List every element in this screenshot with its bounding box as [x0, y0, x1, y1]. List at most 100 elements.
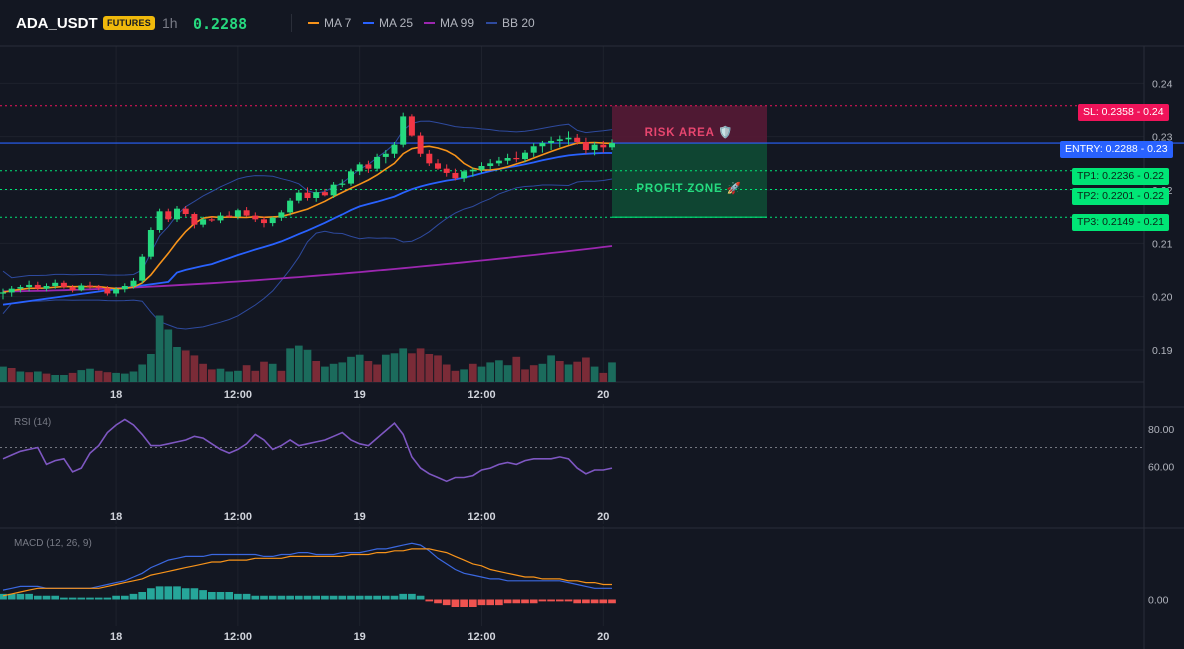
ma99-line	[3, 245, 613, 293]
volume-bar	[207, 369, 216, 382]
volume-bar	[216, 368, 225, 382]
candle-body	[382, 153, 389, 157]
candle-body	[174, 208, 180, 220]
volume-bar	[321, 366, 329, 382]
macd-histogram-bar	[42, 595, 51, 600]
candle-body	[348, 171, 354, 184]
legend-ma99[interactable]: MA 99	[424, 16, 474, 30]
last-price: 0.2288	[193, 15, 248, 33]
volume-bar	[173, 347, 181, 382]
candle-body	[330, 184, 337, 196]
candle-body	[400, 116, 407, 145]
trade-zones	[612, 105, 767, 218]
volume-bar	[86, 368, 94, 382]
candle-body	[217, 215, 224, 221]
entry-label-text: ENTRY: 0.2288	[1065, 143, 1138, 155]
axes-labels: 0.24 0.23 0.22 0.21 0.20 0.19 80.00 60.00 0.00 18…	[110, 78, 1174, 643]
macd-histogram-bar	[77, 597, 86, 600]
price-tick-label: 0.19	[1152, 345, 1173, 357]
volume-bar	[0, 366, 7, 382]
rsi-tick-label: 80.00	[1148, 424, 1174, 436]
candle-body	[304, 192, 311, 198]
volume-bar	[364, 361, 373, 382]
interval-selector[interactable]: 1h	[162, 15, 178, 31]
time-tick-label: 12:00	[467, 389, 495, 401]
candle-body	[556, 139, 563, 141]
volume-bar	[590, 366, 599, 382]
volume-bar	[286, 348, 294, 382]
tp3-price-label: TP3: 0.2149 - 0.21	[1072, 214, 1169, 231]
volume-bar	[573, 361, 582, 382]
macd-histogram-bar	[608, 599, 616, 604]
volume-bar	[260, 361, 268, 382]
time-tick-label: 12:00	[467, 631, 495, 643]
candle-body	[261, 219, 267, 224]
volume-bar	[460, 369, 468, 382]
macd-histogram-bar	[512, 599, 521, 604]
candle-body	[391, 144, 398, 154]
macd-histogram-bar	[416, 595, 425, 600]
volume-bar	[190, 355, 199, 382]
symbol-name[interactable]: ADA_USDT	[16, 15, 98, 32]
legend-ma7-swatch	[308, 22, 319, 24]
macd-histogram-bar	[112, 595, 120, 600]
legend-ma25-label: MA 25	[379, 16, 414, 30]
macd-histogram-bar	[0, 593, 7, 600]
candle-body	[269, 217, 276, 224]
volume-bar	[608, 362, 616, 382]
volume-bar	[155, 315, 164, 382]
time-tick-label: 20	[597, 389, 609, 401]
volume-bar	[495, 360, 503, 382]
macd-histogram-bar	[16, 593, 25, 600]
volume-bar	[225, 371, 234, 382]
macd-histogram-bar	[373, 595, 381, 600]
macd-histogram-bar	[381, 595, 390, 600]
candle-body	[487, 163, 494, 166]
candle-body	[574, 137, 581, 142]
entry-price-label: ENTRY: 0.2288 - 0.23	[1060, 141, 1173, 158]
candle-body	[234, 210, 241, 217]
entry-axis-text: 0.23	[1147, 143, 1168, 155]
legend-ma25[interactable]: MA 25	[363, 16, 413, 30]
candle-body	[452, 172, 459, 179]
header-divider	[291, 14, 292, 32]
macd-tick-label: 0.00	[1148, 595, 1169, 607]
volume-bar	[268, 363, 277, 382]
macd-histogram-bar	[207, 592, 216, 600]
macd-histogram-bar	[286, 595, 294, 600]
macd-histogram-bar	[425, 599, 434, 602]
volume-bar	[77, 370, 86, 382]
volume-bar	[468, 363, 477, 382]
macd-histogram-bar	[129, 593, 138, 600]
macd-histogram-bar	[582, 599, 590, 604]
volume-bar	[512, 356, 521, 382]
candle-body	[69, 287, 76, 291]
candle-body	[26, 284, 33, 288]
macd-histogram-bar	[251, 595, 260, 600]
tp3-label-text: TP3: 0.2149	[1077, 216, 1135, 228]
legend-bb20-label: BB 20	[502, 16, 535, 30]
candle-body	[339, 183, 346, 185]
legend-bb20[interactable]: BB 20	[486, 16, 535, 30]
candle-body	[0, 292, 6, 294]
volume-bar	[120, 373, 129, 382]
macd-line	[2, 542, 612, 591]
macd-histogram-bar	[138, 592, 147, 600]
macd-histogram-bar	[599, 599, 608, 604]
volume-bar	[547, 355, 555, 382]
candle-body	[191, 214, 198, 225]
volume-bar	[33, 371, 42, 382]
macd-title: MACD (12, 26, 9)	[14, 538, 92, 549]
candle-body	[609, 143, 615, 148]
macd-histogram-bar	[86, 597, 94, 600]
volume-bar	[381, 354, 390, 382]
candle-body	[530, 146, 537, 153]
macd-histogram-bar	[199, 590, 207, 600]
tp2-price-label: TP2: 0.2201 - 0.22	[1072, 188, 1169, 205]
legend-ma7[interactable]: MA 7	[308, 16, 351, 30]
futures-badge: FUTURES	[103, 16, 155, 30]
candle-body	[78, 285, 85, 291]
macd-histogram-bar	[538, 599, 547, 602]
macd-histogram-bar	[60, 597, 68, 600]
